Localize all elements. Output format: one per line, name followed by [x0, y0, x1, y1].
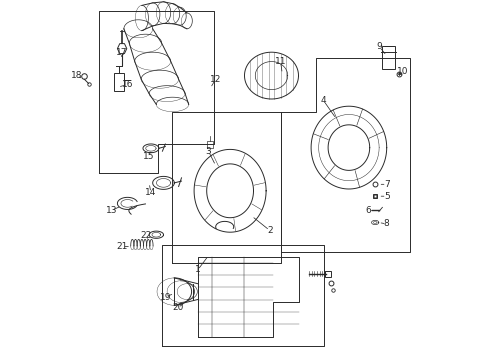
Text: 4: 4 [320, 96, 326, 105]
Text: 12: 12 [209, 75, 221, 84]
Bar [381, 46, 394, 69]
Text: 1: 1 [194, 266, 200, 274]
Text: 17: 17 [116, 48, 127, 57]
Text: 2: 2 [266, 226, 272, 235]
Text: 22: 22 [140, 231, 151, 240]
Text: 6: 6 [365, 206, 371, 215]
Text: 13: 13 [105, 206, 117, 215]
Bar [114, 73, 124, 91]
Text: 10: 10 [396, 68, 408, 77]
Text: 7: 7 [383, 180, 389, 189]
Text: 20: 20 [172, 303, 183, 312]
Text: 11: 11 [274, 57, 285, 66]
Text: 8: 8 [383, 219, 389, 228]
Text: 19: 19 [159, 292, 171, 302]
Text: 15: 15 [143, 152, 155, 161]
Text: 9: 9 [376, 42, 382, 51]
Text: 14: 14 [145, 188, 156, 197]
Text: 5: 5 [383, 192, 389, 201]
Text: 18: 18 [71, 71, 82, 80]
Text: 21: 21 [116, 242, 127, 251]
Text: 16: 16 [122, 80, 133, 89]
Text: 3: 3 [205, 147, 211, 156]
